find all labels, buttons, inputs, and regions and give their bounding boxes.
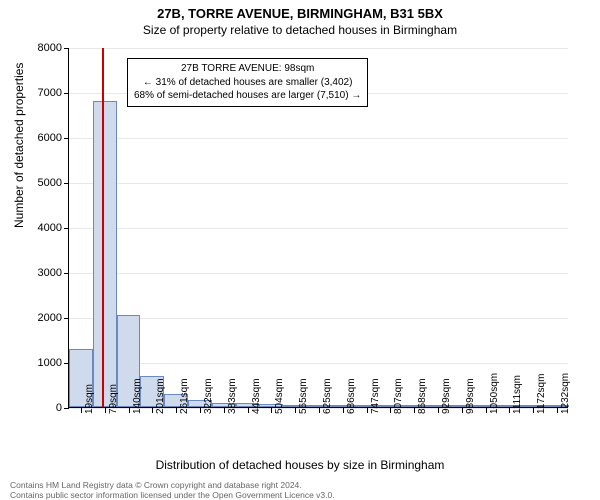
xtick-mark: [105, 408, 106, 413]
xtick-mark: [271, 408, 272, 413]
footer-line-2: Contains public sector information licen…: [10, 490, 335, 500]
histogram-bar: [93, 101, 117, 407]
xtick-mark: [319, 408, 320, 413]
xtick-mark: [486, 408, 487, 413]
xtick-mark: [224, 408, 225, 413]
ytick-mark: [64, 183, 69, 184]
plot-area: 01000200030004000500060007000800019sqm79…: [68, 48, 568, 408]
gridline: [69, 363, 568, 364]
ytick-label: 1000: [12, 357, 62, 369]
ytick-mark: [64, 408, 69, 409]
gridline: [69, 318, 568, 319]
annotation-line: 27B TORRE AVENUE: 98sqm: [134, 62, 361, 76]
ytick-label: 8000: [12, 42, 62, 54]
gridline: [69, 228, 568, 229]
ytick-label: 5000: [12, 177, 62, 189]
xtick-mark: [129, 408, 130, 413]
xtick-mark: [462, 408, 463, 413]
gridline: [69, 273, 568, 274]
property-marker-line: [102, 48, 104, 407]
x-axis-label: Distribution of detached houses by size …: [0, 458, 600, 472]
footer-line-1: Contains HM Land Registry data © Crown c…: [10, 480, 335, 490]
xtick-mark: [438, 408, 439, 413]
xtick-mark: [367, 408, 368, 413]
chart-title: 27B, TORRE AVENUE, BIRMINGHAM, B31 5BX: [0, 0, 600, 21]
xtick-mark: [248, 408, 249, 413]
xtick-mark: [152, 408, 153, 413]
xtick-mark: [390, 408, 391, 413]
xtick-mark: [295, 408, 296, 413]
xtick-mark: [200, 408, 201, 413]
ytick-label: 2000: [12, 312, 62, 324]
ytick-mark: [64, 318, 69, 319]
ytick-label: 3000: [12, 267, 62, 279]
gridline: [69, 183, 568, 184]
ytick-mark: [64, 48, 69, 49]
annotation-line: 68% of semi-detached houses are larger (…: [134, 89, 361, 103]
xtick-mark: [557, 408, 558, 413]
xtick-mark: [509, 408, 510, 413]
ytick-label: 0: [12, 402, 62, 414]
xtick-mark: [176, 408, 177, 413]
ytick-mark: [64, 273, 69, 274]
gridline: [69, 48, 568, 49]
xtick-mark: [414, 408, 415, 413]
gridline: [69, 138, 568, 139]
xtick-mark: [343, 408, 344, 413]
chart-subtitle: Size of property relative to detached ho…: [0, 21, 600, 37]
attribution-footer: Contains HM Land Registry data © Crown c…: [10, 480, 335, 500]
ytick-mark: [64, 93, 69, 94]
annotation-box: 27B TORRE AVENUE: 98sqm← 31% of detached…: [127, 58, 368, 107]
ytick-mark: [64, 138, 69, 139]
ytick-mark: [64, 228, 69, 229]
ytick-label: 7000: [12, 87, 62, 99]
ytick-label: 4000: [12, 222, 62, 234]
annotation-line: ← 31% of detached houses are smaller (3,…: [134, 76, 361, 90]
ytick-label: 6000: [12, 132, 62, 144]
xtick-mark: [81, 408, 82, 413]
xtick-mark: [533, 408, 534, 413]
chart-area: 01000200030004000500060007000800019sqm79…: [68, 48, 568, 408]
